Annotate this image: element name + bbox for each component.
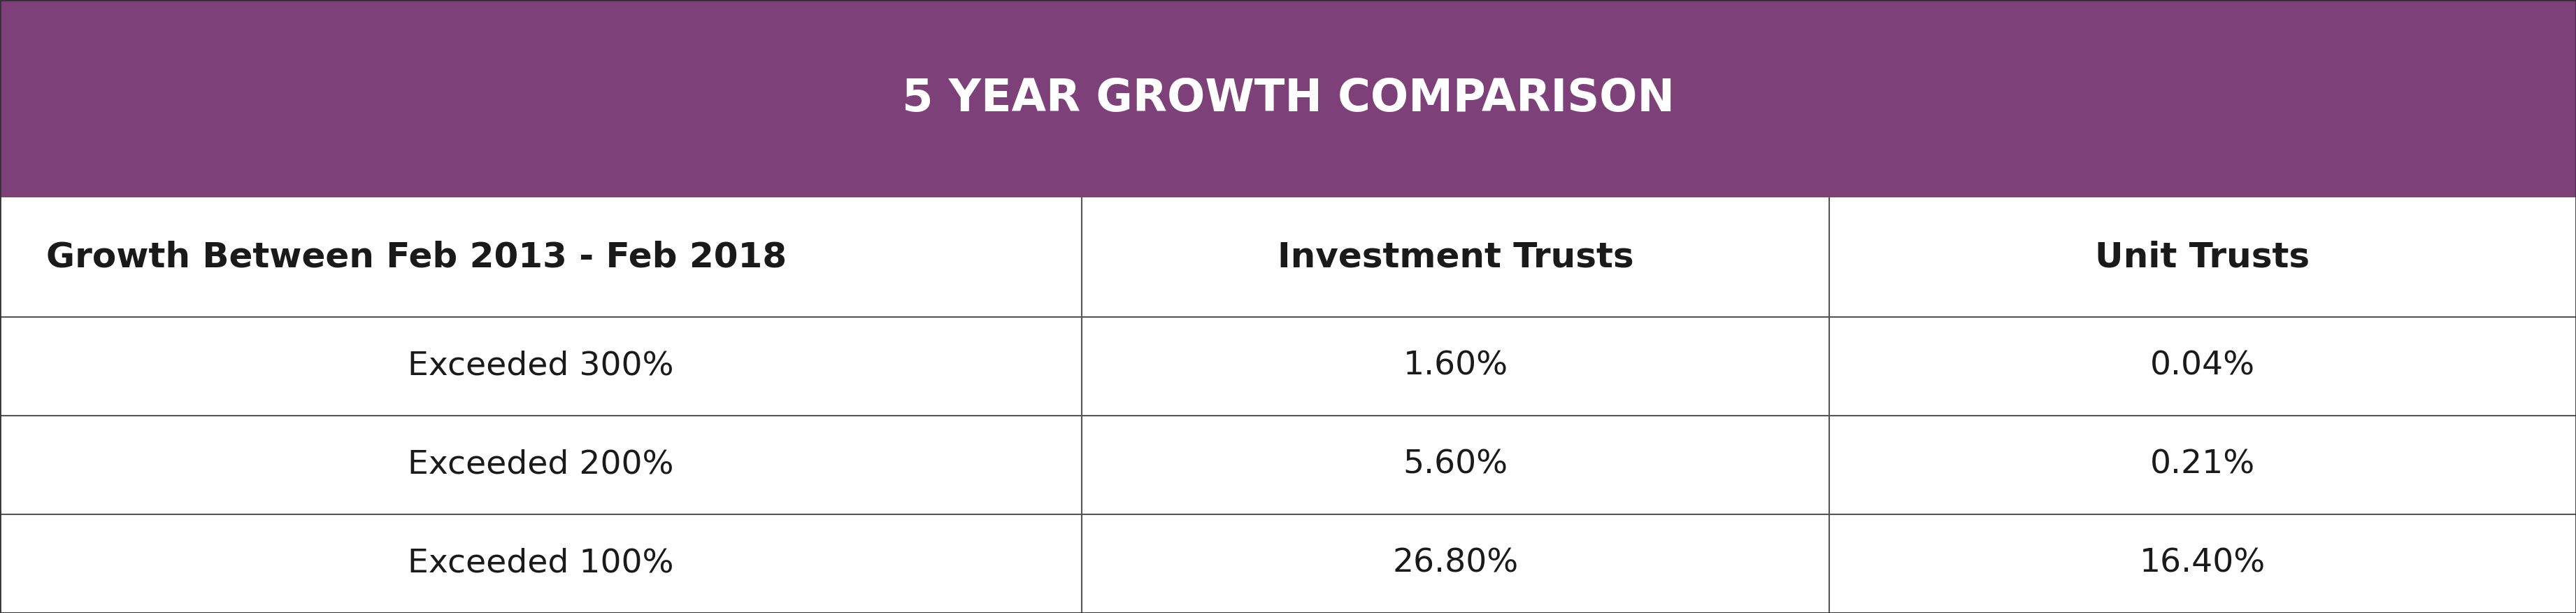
Text: 1.60%: 1.60% xyxy=(1404,351,1507,382)
Text: 5.60%: 5.60% xyxy=(1404,449,1507,481)
Text: 16.40%: 16.40% xyxy=(2141,548,2264,579)
Text: Investment Trusts: Investment Trusts xyxy=(1278,240,1633,274)
Text: Exceeded 300%: Exceeded 300% xyxy=(407,351,675,382)
Text: 26.80%: 26.80% xyxy=(1394,548,1517,579)
Bar xyxy=(0,197,2576,613)
Text: 5 YEAR GROWTH COMPARISON: 5 YEAR GROWTH COMPARISON xyxy=(902,77,1674,120)
Bar xyxy=(0,0,2576,197)
Text: 0.04%: 0.04% xyxy=(2151,351,2254,382)
Text: Exceeded 200%: Exceeded 200% xyxy=(407,449,675,481)
Text: Exceeded 100%: Exceeded 100% xyxy=(407,548,675,579)
Text: 0.21%: 0.21% xyxy=(2151,449,2254,481)
Text: Growth Between Feb 2013 - Feb 2018: Growth Between Feb 2013 - Feb 2018 xyxy=(46,240,786,274)
Text: Unit Trusts: Unit Trusts xyxy=(2094,240,2311,274)
